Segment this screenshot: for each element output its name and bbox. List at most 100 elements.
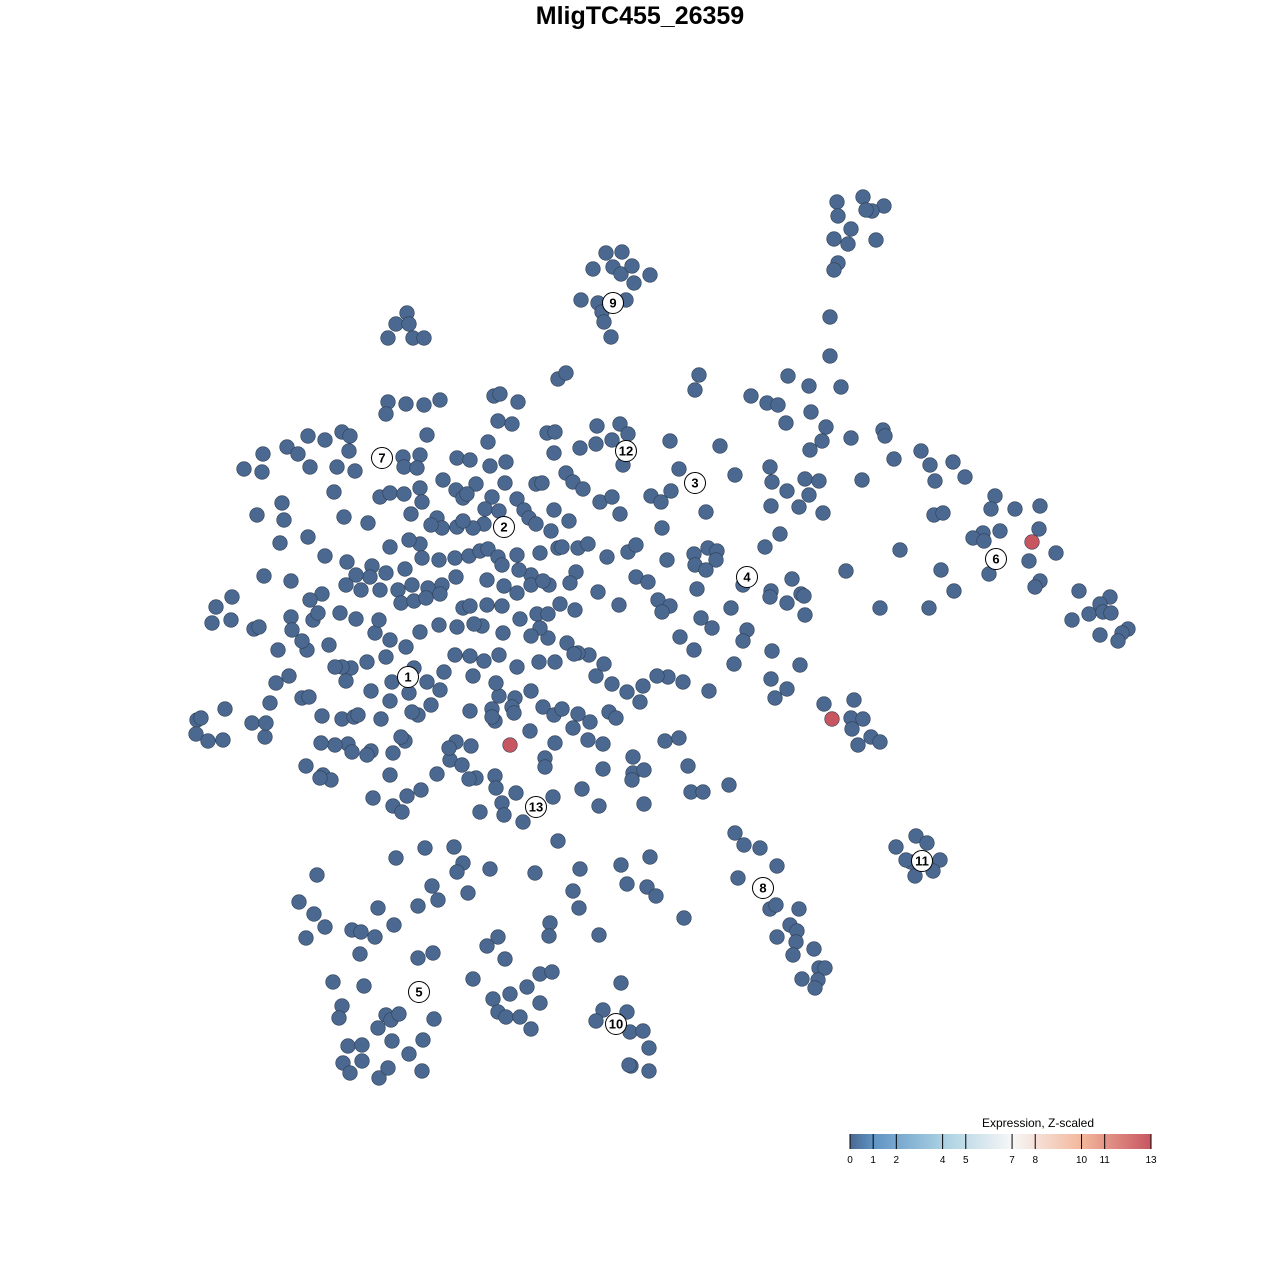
legend-tick-label: 4 [940,1155,946,1166]
point [348,611,364,627]
point [541,928,557,944]
point-high-expression [1024,534,1040,550]
point [570,706,586,722]
point [436,664,452,680]
point [510,394,526,410]
point [653,494,669,510]
point [886,451,902,467]
point [803,404,819,420]
point [957,469,973,485]
point [778,415,794,431]
point [465,971,481,987]
point [300,428,316,444]
point [542,915,558,931]
point [302,592,318,608]
point [382,485,398,501]
point [554,539,570,555]
point [1032,498,1048,514]
point [802,442,818,458]
point [927,473,943,489]
point [921,600,937,616]
point [642,267,658,283]
point [460,885,476,901]
point [640,574,656,590]
cluster-label-12: 12 [615,440,637,462]
point [479,938,495,954]
point [613,857,629,873]
point [350,707,366,723]
point [691,367,707,383]
point [347,463,363,479]
legend-tick-label: 8 [1032,1155,1038,1166]
point [588,436,604,452]
point [535,699,551,715]
point [788,934,804,950]
point [410,950,426,966]
cluster-label-text: 5 [415,985,422,1000]
point [484,489,500,505]
point [888,839,904,855]
point [482,861,498,877]
point [508,785,524,801]
point [338,577,354,593]
point [506,705,522,721]
point [386,917,402,933]
point [353,924,369,940]
point [671,730,687,746]
point [946,583,962,599]
point [603,329,619,345]
point [401,532,417,548]
point [528,516,544,532]
point [672,629,688,645]
point [317,432,333,448]
point [559,635,575,651]
point [354,1037,370,1053]
point [472,804,488,820]
point [325,974,341,990]
point [595,736,611,752]
point [698,562,714,578]
point [462,598,478,614]
point [604,432,620,448]
point [354,1053,370,1069]
point [762,589,778,605]
point [215,732,231,748]
point [565,883,581,899]
point [298,930,314,946]
point [494,598,510,614]
point [224,589,240,605]
point [1071,583,1087,599]
point [801,487,817,503]
point [339,554,355,570]
point [249,507,265,523]
point [1103,605,1119,621]
point [818,419,834,435]
point [701,683,717,699]
point [496,807,512,823]
point [806,941,822,957]
point [326,484,342,500]
point [1031,521,1047,537]
point [446,839,462,855]
point [550,833,566,849]
point [580,536,596,552]
point [791,901,807,917]
point [561,513,577,529]
point [604,489,620,505]
point [641,1040,657,1056]
point [497,475,513,491]
point [370,1020,386,1036]
point [382,632,398,648]
point [396,459,412,475]
point [547,735,563,751]
point [730,870,746,886]
point [811,473,827,489]
point [698,504,714,520]
point [455,513,471,529]
point [466,616,482,632]
point [695,784,711,800]
point [359,654,375,670]
point [512,1009,528,1025]
cluster-label-7: 7 [371,447,393,469]
point [792,657,808,673]
